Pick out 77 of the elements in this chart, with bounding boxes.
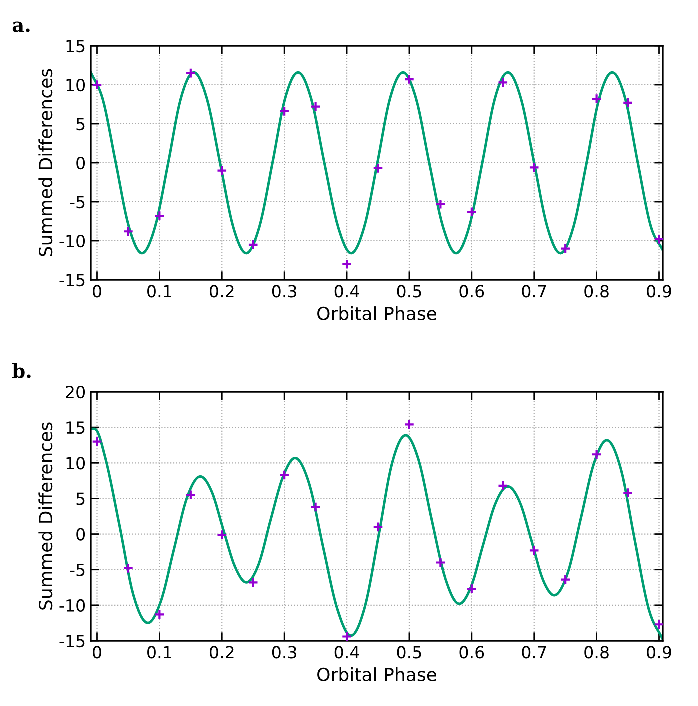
x-tick-label: 0.7	[522, 646, 546, 659]
y-tick-label: 20	[66, 386, 86, 399]
x-tick-label: 0.5	[397, 646, 422, 659]
point	[466, 206, 478, 218]
point	[372, 163, 384, 174]
x-tick-label: 0.2	[210, 646, 234, 659]
y-tick-label: 5	[76, 118, 85, 131]
point	[622, 488, 634, 498]
y-tick-label: 5	[76, 492, 85, 506]
y-tick-label: -5	[70, 564, 85, 576]
y-tick-label: -15	[60, 635, 85, 648]
point	[248, 577, 259, 588]
chart-title: a.	[12, 22, 30, 32]
point	[560, 574, 572, 586]
x-axis-title: Orbital Phase	[318, 306, 436, 321]
point	[560, 243, 572, 254]
y-tick-label: -10	[60, 234, 86, 248]
point	[622, 98, 634, 108]
point	[466, 584, 478, 594]
x-tick-label: 0.1	[148, 285, 172, 298]
x-tick-label: 0.1	[148, 646, 172, 659]
point	[528, 162, 540, 174]
point	[154, 609, 166, 620]
x-tick-label: 0.8	[584, 285, 609, 298]
point	[123, 563, 134, 574]
x-tick-label: 0.8	[584, 646, 609, 659]
y-axis-title: Summed Differences	[38, 422, 53, 610]
point	[342, 631, 352, 641]
point	[216, 165, 228, 176]
y-tick-label: -5	[70, 196, 85, 209]
point	[591, 94, 602, 104]
point	[435, 198, 446, 210]
y-tick-label: 15	[66, 40, 85, 53]
point	[92, 80, 103, 90]
point	[123, 226, 134, 238]
x-tick-label: 0.6	[460, 285, 484, 298]
y-tick-label: 15	[66, 422, 85, 434]
point	[404, 419, 415, 430]
point	[279, 106, 290, 117]
point	[310, 502, 322, 513]
y-tick-label: 0	[76, 156, 86, 170]
x-tick-label: 0.3	[272, 646, 296, 659]
point	[498, 77, 509, 88]
point	[185, 68, 196, 79]
point	[216, 530, 228, 540]
y-tick-label: 0	[76, 528, 86, 541]
y-tick-label: 10	[66, 457, 86, 470]
point	[185, 490, 196, 501]
point	[279, 470, 290, 481]
chart-title: b.	[12, 363, 31, 378]
point	[154, 210, 166, 222]
x-tick-label: 0.5	[397, 285, 422, 298]
x-tick-label: 0.9	[647, 285, 672, 298]
y-tick-label: 10	[66, 78, 86, 92]
y-tick-label: -15	[60, 274, 85, 287]
x-tick-label: 0.7	[522, 285, 546, 298]
point	[310, 101, 322, 112]
point	[248, 239, 259, 250]
x-tick-label: 0.9	[647, 646, 672, 659]
point	[92, 436, 103, 448]
point	[372, 522, 384, 533]
x-tick-label: 0.2	[210, 285, 234, 298]
x-tick-label: 0.4	[334, 646, 360, 659]
point	[498, 480, 509, 492]
x-tick-label: 0	[93, 646, 102, 659]
x-axis-title: Orbital Phase	[318, 668, 436, 682]
x-tick-label: 0	[93, 285, 102, 298]
x-tick-label: 0.4	[334, 285, 360, 298]
point	[591, 449, 602, 460]
x-tick-label: 0.6	[460, 646, 484, 659]
point	[404, 74, 415, 85]
y-tick-label: -10	[60, 599, 86, 612]
x-tick-label: 0.3	[272, 285, 296, 298]
point	[342, 258, 352, 270]
y-axis-title: Summed Differences	[38, 69, 53, 256]
point	[528, 545, 540, 556]
point	[435, 557, 446, 568]
